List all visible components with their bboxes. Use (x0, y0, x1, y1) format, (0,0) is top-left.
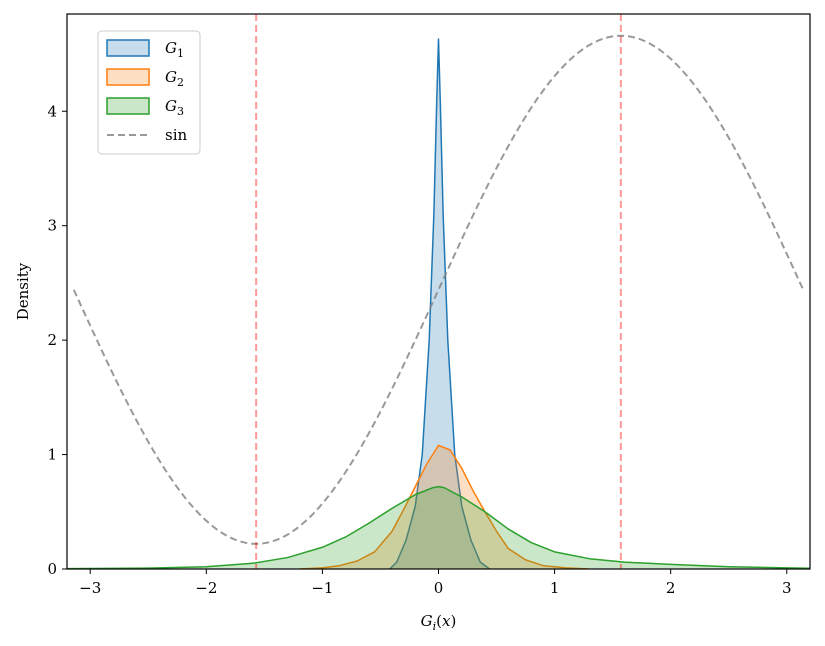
reference-lines (255, 14, 622, 569)
x-tick-label: 1 (550, 579, 560, 597)
legend: G1 G2 G3 sin (97, 30, 201, 155)
series-area-2 (299, 445, 590, 569)
series-area-3 (67, 486, 810, 569)
legend-label-2: G2 (165, 68, 184, 89)
legend-box (97, 30, 201, 155)
legend-label-3: G3 (165, 97, 184, 118)
legend-label-sine: sin (165, 126, 187, 144)
y-tick-label: 2 (47, 331, 57, 349)
series-line-2 (299, 444, 590, 569)
x-tick-label: 2 (666, 579, 676, 597)
y-tick-label: 3 (47, 217, 57, 235)
legend-swatch-1 (106, 39, 150, 57)
legend-label-1: G1 (165, 39, 184, 60)
y-axis-label: Density (14, 262, 32, 320)
legend-swatch-2 (106, 68, 150, 86)
y-tick-label: 1 (47, 446, 57, 464)
legend-swatch-3 (106, 97, 150, 115)
x-tick-label: 0 (434, 579, 444, 597)
x-axis-label: Gi(x) (421, 612, 457, 633)
ticks: −3 −2 −1 0 1 2 3 0 1 2 3 4 (47, 102, 791, 597)
series-line-1 (389, 38, 491, 569)
series-area-1 (389, 39, 490, 569)
y-tick-label: 4 (47, 102, 57, 120)
x-tick-label: 3 (782, 579, 792, 597)
series-line-3 (67, 485, 810, 569)
y-tick-label: 0 (47, 560, 57, 578)
plot-area (67, 34, 810, 569)
x-tick-label: −1 (311, 579, 333, 597)
x-tick-label: −3 (79, 579, 101, 597)
x-tick-label: −2 (195, 579, 217, 597)
